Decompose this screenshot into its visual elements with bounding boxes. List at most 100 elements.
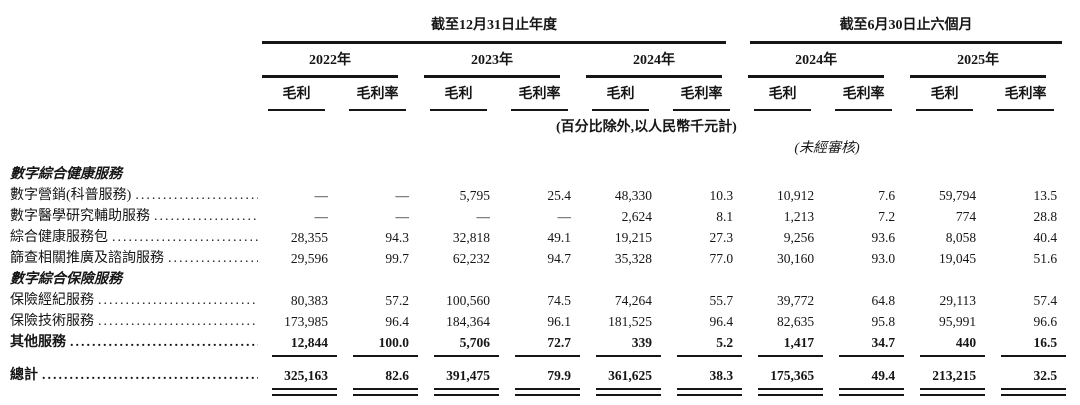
cell	[827, 269, 908, 290]
cell	[989, 269, 1070, 290]
cell: 95,991	[938, 314, 977, 329]
cell: 213,215	[932, 368, 977, 383]
cell: 16.5	[1033, 335, 1058, 350]
table-header: 截至12月31日止年度 截至6月30日止六個月 2022年 2023年 2024…	[8, 14, 1070, 164]
cell	[665, 269, 746, 290]
cell: 5.2	[716, 335, 734, 350]
unit-note: (百分比除外,以人民幣千元計)	[556, 120, 737, 135]
cell: 40.4	[1033, 230, 1058, 245]
cell: 19,045	[938, 251, 977, 266]
cell: 7.2	[878, 209, 896, 224]
cell	[503, 269, 584, 290]
period-header-interim-cell: 截至6月30日止六個月	[746, 14, 1070, 44]
double-rule	[746, 386, 827, 397]
year-header-2024-interim: 2024年	[748, 52, 885, 78]
row-label: 篩查相關推廣及諮詢服務	[8, 248, 260, 269]
double-rule	[827, 386, 908, 397]
cell: 39,772	[776, 293, 815, 308]
cell: 55.7	[709, 293, 734, 308]
period-header-row: 截至12月31日止年度 截至6月30日止六個月	[8, 14, 1070, 44]
single-rule	[341, 353, 422, 358]
cell: —	[557, 209, 572, 224]
cell: 34.7	[871, 335, 896, 350]
single-rule	[746, 353, 827, 358]
cell	[989, 164, 1070, 185]
col-subheader-gross-margin: 毛利率	[673, 86, 731, 111]
col-subheader-gross-profit: 毛利	[592, 86, 649, 111]
cell: —	[395, 209, 410, 224]
table-row: 保險技術服務 173,985 96.4 184,364 96.1 181,525 96.4 8…	[8, 311, 1070, 332]
period-header-annual: 截至12月31日止年度	[262, 17, 727, 44]
cell: 94.7	[547, 251, 571, 266]
year-header-2022: 2022年	[262, 52, 398, 78]
cell: 51.6	[1033, 251, 1058, 266]
row-label: 數字醫學研究輔助服務	[8, 206, 260, 227]
double-rule-row	[8, 386, 1070, 397]
cell: 57.2	[385, 293, 409, 308]
cell: 181,525	[608, 314, 652, 329]
cell: 100.0	[378, 335, 409, 350]
table-row: 數字綜合健康服務	[8, 164, 1070, 185]
cell: 1,417	[783, 335, 815, 350]
row-label: 數字營銷(科普服務)	[8, 185, 260, 206]
spacer	[908, 137, 1070, 164]
double-rule	[422, 386, 503, 397]
cell: —	[314, 209, 329, 224]
cell	[422, 164, 503, 185]
table-row: 其他服務 12,844 100.0 5,706 72.7 339 5.2 1,417 34.7 4…	[8, 332, 1070, 353]
cell: 79.9	[547, 368, 571, 383]
cell: —	[476, 209, 491, 224]
cell: 32.5	[1033, 368, 1058, 383]
spacer	[8, 44, 260, 78]
cell: 19,215	[614, 230, 652, 245]
cell	[260, 164, 341, 185]
cell: 100,560	[446, 293, 490, 308]
cell: 339	[631, 335, 652, 350]
cell: 2,624	[621, 209, 652, 224]
cell: 440	[955, 335, 977, 350]
cell	[503, 164, 584, 185]
cell: 74.5	[547, 293, 571, 308]
table-row: 數字醫學研究輔助服務 — — — — 2,624 8.1 1,213 7.2 774 28.8	[8, 206, 1070, 227]
table-row: 數字綜合保險服務	[8, 269, 1070, 290]
dot-leader	[154, 206, 258, 227]
cell: 391,475	[446, 368, 490, 383]
single-rule	[908, 353, 989, 358]
cell	[746, 269, 827, 290]
row-label: 保險技術服務	[8, 311, 260, 332]
cell: 7.6	[878, 188, 896, 203]
cell	[584, 269, 665, 290]
spacer	[8, 137, 260, 164]
single-rule	[827, 353, 908, 358]
cell: 29,596	[290, 251, 328, 266]
cell: 12,844	[290, 335, 328, 350]
double-rule	[260, 386, 341, 397]
year-header-2024: 2024年	[586, 52, 723, 78]
double-rule	[908, 386, 989, 397]
double-rule	[584, 386, 665, 397]
cell: —	[314, 188, 329, 203]
col-subheader-gross-profit: 毛利	[268, 86, 325, 111]
cell: 28,355	[290, 230, 328, 245]
cell	[584, 164, 665, 185]
cell: 96.6	[1033, 314, 1058, 329]
cell: 13.5	[1033, 188, 1058, 203]
cell: 8.1	[716, 209, 734, 224]
col-subheader-gross-profit: 毛利	[916, 86, 974, 111]
cell	[908, 164, 989, 185]
double-rule	[989, 386, 1070, 397]
spacer	[8, 14, 260, 44]
cell: 38.3	[709, 368, 734, 383]
cell	[341, 164, 422, 185]
cell: 325,163	[284, 368, 328, 383]
cell: 96.4	[385, 314, 409, 329]
cell: 96.1	[547, 314, 571, 329]
double-rule	[665, 386, 746, 397]
unaudited-note: (未經審核)	[794, 141, 860, 156]
cell: 95.8	[871, 314, 896, 329]
financial-table: 截至12月31日止年度 截至6月30日止六個月 2022年 2023年 2024…	[8, 14, 1070, 397]
cell: 175,365	[770, 368, 815, 383]
cell: 173,985	[284, 314, 328, 329]
row-label: 總計	[8, 358, 260, 386]
